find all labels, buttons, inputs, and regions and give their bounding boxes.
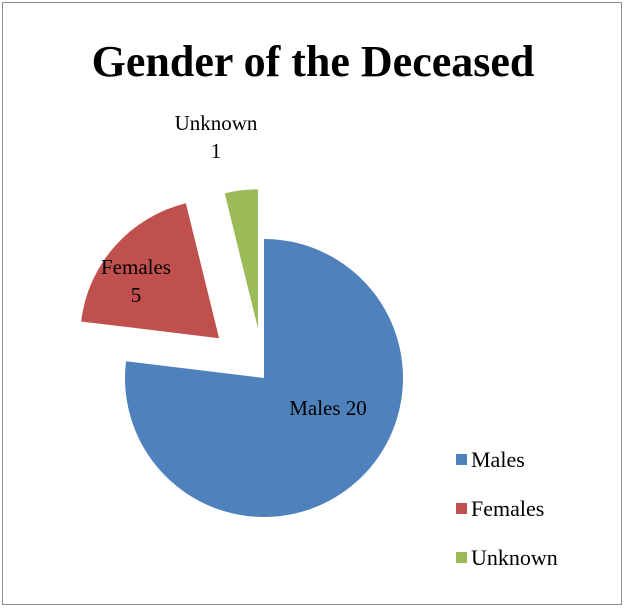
legend-item-males: Males <box>456 447 558 472</box>
data-label-unknown: Unknown 1 <box>175 111 258 163</box>
legend-swatch-females <box>456 503 467 514</box>
legend-item-unknown: Unknown <box>456 545 558 570</box>
legend-label-unknown: Unknown <box>471 544 558 570</box>
legend-label-females: Females <box>471 495 545 521</box>
chart-title: Gender of the Deceased <box>91 37 535 86</box>
pie-slice-unknown <box>224 189 258 329</box>
pie-slice-females <box>81 203 220 339</box>
pie-slices <box>81 189 404 517</box>
legend-label-males: Males <box>471 446 525 472</box>
legend: Males Females Unknown <box>456 447 558 594</box>
pie-slice-males <box>125 239 404 517</box>
pie-labels: Males 20 Females 5 Unknown 1 <box>101 111 367 420</box>
legend-swatch-males <box>456 454 467 465</box>
data-label-females: Females 5 <box>101 255 171 307</box>
data-label-males: Males 20 <box>289 396 367 420</box>
legend-swatch-unknown <box>456 552 467 563</box>
legend-item-females: Females <box>456 496 558 521</box>
